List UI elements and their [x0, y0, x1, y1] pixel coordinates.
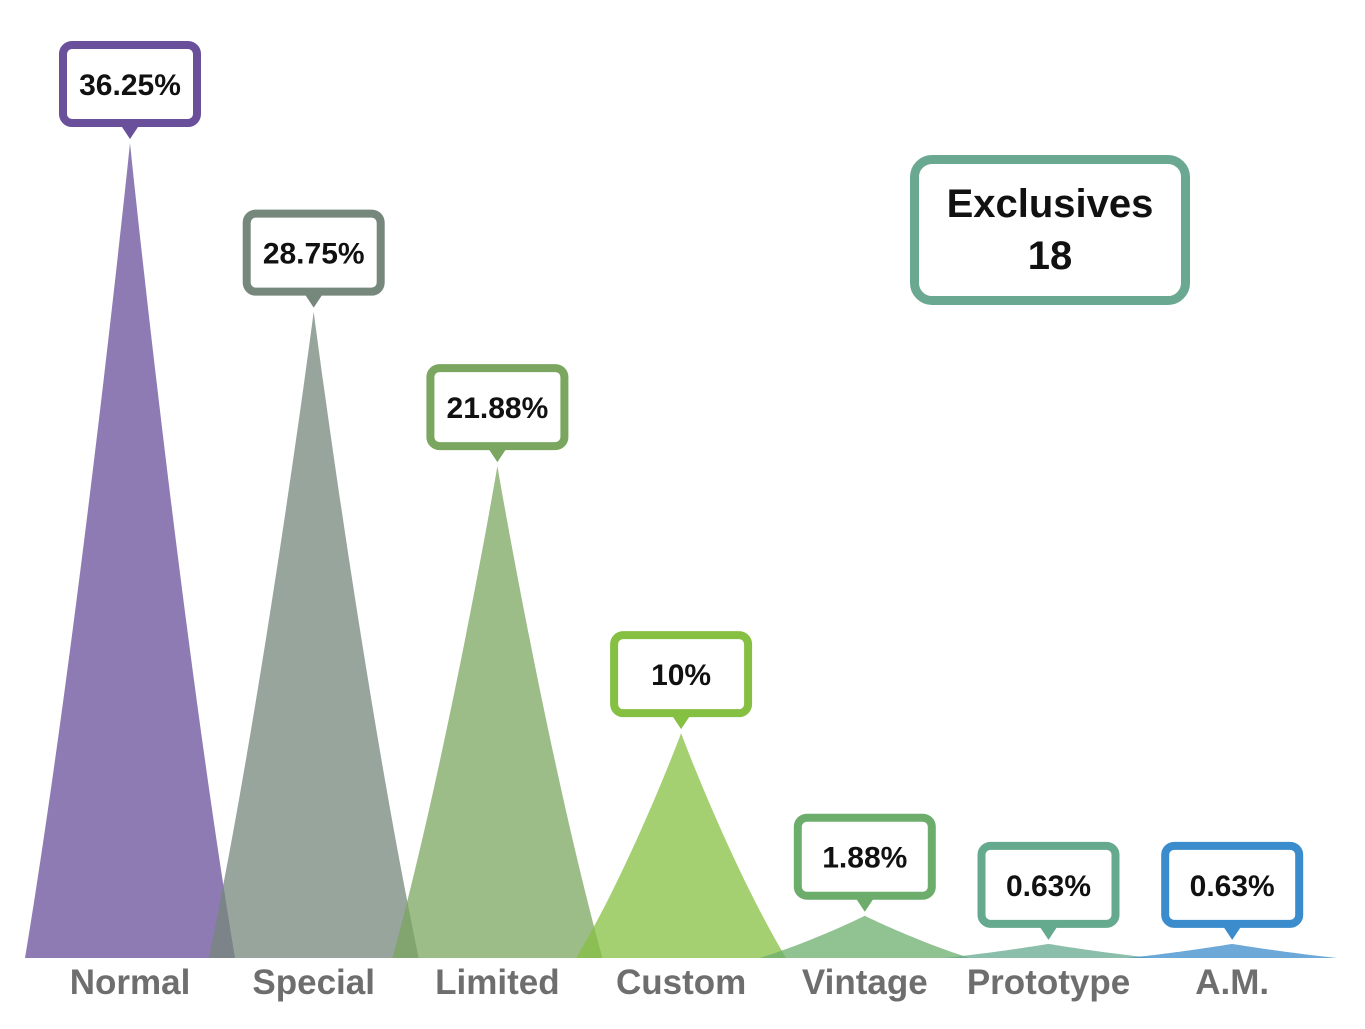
- callout-box: [793, 813, 936, 900]
- peak-a-m: [1127, 943, 1338, 958]
- peak-normal: [25, 143, 235, 958]
- value-callout-vintage: 1.88%: [793, 813, 936, 912]
- value-label-limited: 21.88%: [447, 392, 549, 425]
- callout-box: [242, 209, 385, 296]
- value-callout-custom: 10%: [610, 631, 753, 730]
- callout-box: [59, 41, 201, 127]
- peak-custom: [576, 733, 787, 958]
- value-label-prototype: 0.63%: [1006, 870, 1091, 903]
- value-callout-limited: 21.88%: [426, 364, 569, 463]
- callout-box: [610, 631, 753, 718]
- callout-box: [426, 364, 569, 451]
- value-label-custom: 10%: [651, 659, 711, 692]
- value-callout-a-m: 0.63%: [1161, 841, 1304, 940]
- value-label-vintage: 1.88%: [822, 842, 907, 875]
- exclusives-label: Exclusives: [946, 182, 1154, 226]
- peak-prototype: [943, 943, 1154, 958]
- callout-box: [977, 841, 1120, 928]
- value-callout-special: 28.75%: [242, 209, 385, 308]
- category-labels-layer: Normal Special Limited Custom Vintage Prototy…: [70, 963, 1269, 1002]
- category-label-vintage: Vintage: [802, 963, 928, 1002]
- peak-special: [208, 311, 419, 958]
- exclusives-summary-box: Exclusives 18: [910, 155, 1190, 305]
- category-label-normal: Normal: [70, 963, 191, 1002]
- category-label-special: Special: [252, 963, 375, 1002]
- value-callout-prototype: 0.63%: [977, 841, 1120, 940]
- category-label-custom: Custom: [616, 963, 746, 1002]
- category-label-a-m: A.M.: [1195, 963, 1269, 1002]
- value-label-special: 28.75%: [263, 238, 365, 271]
- peaks-layer: [25, 143, 1338, 958]
- category-label-limited: Limited: [435, 963, 559, 1002]
- exclusives-value: 18: [1027, 234, 1073, 278]
- peak-limited: [392, 466, 603, 958]
- category-label-prototype: Prototype: [967, 963, 1130, 1002]
- peak-vintage: [759, 915, 970, 958]
- callout-box: [1161, 841, 1304, 928]
- value-label-a-m: 0.63%: [1190, 870, 1275, 903]
- value-label-normal: 36.25%: [79, 69, 181, 102]
- value-callout-normal: 36.25%: [59, 41, 201, 139]
- callouts-layer: 36.25% 28.75% 21.88% 10% 1.88% 0.63% 0.63%: [59, 41, 1304, 940]
